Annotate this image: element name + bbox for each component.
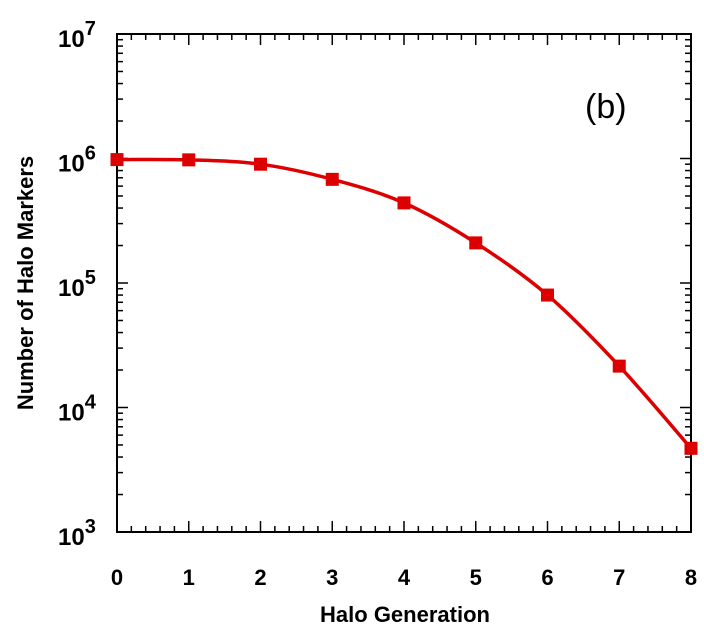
panel-annotation: (b): [585, 88, 627, 126]
x-tick-label: 3: [326, 565, 338, 590]
data-point: [182, 153, 196, 167]
data-point: [469, 236, 483, 250]
series-line: [116, 157, 693, 450]
x-tick-label: 0: [111, 565, 123, 590]
data-point: [612, 359, 626, 373]
data-point: [541, 288, 554, 302]
x-tick-label: 1: [183, 565, 195, 590]
x-tick-label: 8: [685, 565, 697, 590]
data-point: [110, 153, 124, 167]
x-tick-label: 5: [470, 565, 482, 590]
y-tick-label: 106: [58, 143, 96, 178]
data-markers: [110, 153, 698, 455]
data-point: [254, 157, 267, 171]
major-ticks: [116, 33, 692, 533]
y-tick-label: 105: [58, 267, 96, 302]
y-axis-title: Number of Halo Markers: [13, 156, 38, 410]
x-tick-label: 4: [398, 565, 411, 590]
y-tick-label: 104: [58, 392, 97, 427]
data-point: [397, 196, 411, 210]
data-point: [325, 172, 339, 186]
data-point: [684, 441, 698, 455]
y-tick-label: 107: [58, 18, 96, 53]
minor-ticks: [117, 34, 691, 532]
y-tick-labels: 103 104 105 106 107: [58, 18, 97, 551]
x-tick-label: 2: [254, 565, 266, 590]
x-tick-label: 6: [541, 565, 553, 590]
x-tick-label: 7: [613, 565, 625, 590]
y-tick-label: 103: [58, 516, 96, 551]
x-tick-labels: 0 1 2 3 4 5 6 7 8: [111, 565, 697, 590]
x-axis-title: Halo Generation: [320, 602, 490, 627]
